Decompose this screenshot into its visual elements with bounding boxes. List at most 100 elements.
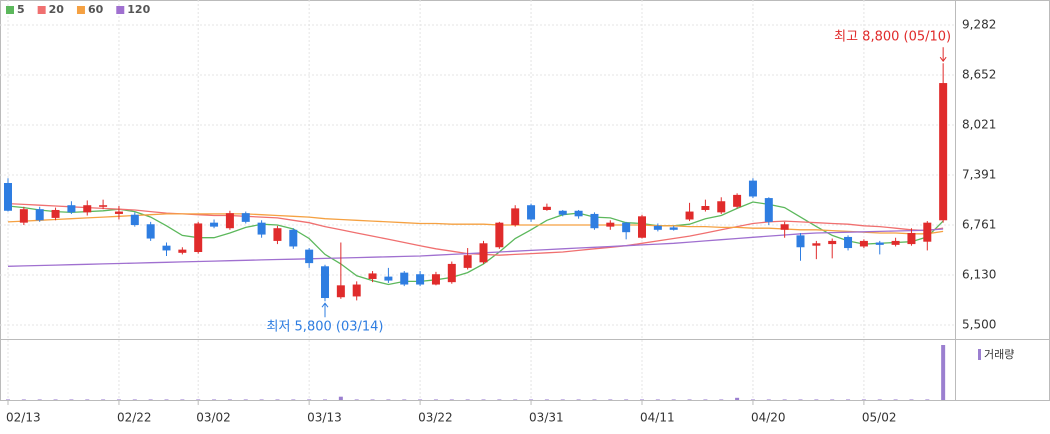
volume-bar bbox=[592, 399, 597, 400]
legend-swatch bbox=[6, 6, 14, 14]
volume-bar bbox=[148, 399, 153, 400]
x-tick-label: 03/02 bbox=[196, 411, 231, 425]
volume-bar bbox=[782, 399, 787, 400]
candle-body bbox=[178, 249, 187, 253]
volume-bar bbox=[354, 399, 359, 400]
legend-swatch bbox=[978, 349, 981, 360]
volume-bar bbox=[687, 399, 692, 400]
y-tick-label: 7,391 bbox=[962, 167, 996, 181]
candle-body bbox=[907, 232, 916, 245]
candle-body bbox=[622, 222, 631, 233]
volume-bar bbox=[719, 399, 724, 400]
legend-swatch bbox=[76, 6, 85, 14]
candle-body bbox=[416, 274, 425, 285]
volume-bar bbox=[814, 399, 819, 400]
volume-bar bbox=[893, 399, 898, 400]
candle-body bbox=[495, 222, 504, 248]
ma-line bbox=[7, 202, 944, 256]
volume-bar bbox=[941, 345, 946, 400]
legend-label: 60 bbox=[88, 3, 104, 16]
candle-body bbox=[828, 240, 837, 245]
legend-label: 5 bbox=[17, 3, 25, 16]
volume-bar bbox=[227, 399, 232, 400]
volume-bar bbox=[69, 399, 74, 400]
volume-bar bbox=[560, 399, 565, 400]
volume-bar bbox=[624, 399, 629, 400]
candle-body bbox=[400, 272, 409, 285]
volume-bar bbox=[21, 399, 26, 400]
y-tick-label: 9,282 bbox=[962, 17, 996, 31]
volume-bar bbox=[877, 399, 882, 400]
candle-body bbox=[859, 240, 868, 247]
candle-body bbox=[527, 205, 536, 220]
x-tick-label: 04/20 bbox=[751, 411, 786, 425]
candle-body bbox=[321, 266, 329, 299]
volume-bar bbox=[909, 399, 914, 400]
candle-body bbox=[574, 210, 583, 217]
candle-body bbox=[606, 222, 615, 227]
candle-body bbox=[717, 201, 726, 213]
candle-body bbox=[146, 224, 155, 239]
candle-body bbox=[289, 229, 298, 247]
candle-body bbox=[51, 209, 60, 218]
legend-swatch bbox=[37, 6, 46, 14]
volume-bar bbox=[164, 399, 169, 400]
volume-bar bbox=[465, 399, 470, 400]
candle-body bbox=[210, 222, 219, 227]
volume-bar bbox=[53, 399, 58, 400]
candle-body bbox=[225, 213, 234, 229]
volume-bar bbox=[846, 399, 851, 400]
volume-bar bbox=[861, 399, 866, 400]
candle-body bbox=[336, 285, 345, 298]
candle-body bbox=[352, 284, 361, 297]
volume-bar bbox=[735, 397, 740, 400]
candle-body bbox=[764, 198, 773, 222]
volume-bar bbox=[608, 399, 613, 400]
volume-bar bbox=[671, 399, 676, 400]
volume-bar bbox=[291, 399, 296, 400]
volume-bar bbox=[766, 399, 771, 400]
candle-body bbox=[558, 210, 567, 215]
volume-bar bbox=[132, 399, 137, 400]
x-tick-label: 03/13 bbox=[307, 411, 342, 425]
volume-bar bbox=[37, 399, 42, 400]
volume-bar bbox=[830, 399, 835, 400]
y-tick-label: 6,761 bbox=[962, 217, 996, 231]
candle-body bbox=[67, 205, 76, 213]
legend-swatch bbox=[116, 6, 125, 14]
volume-bar bbox=[449, 399, 454, 400]
legend-label: 120 bbox=[127, 3, 150, 16]
candle-body bbox=[939, 83, 948, 221]
candle-body bbox=[701, 206, 710, 210]
candle-body bbox=[447, 263, 456, 283]
candle-body bbox=[257, 222, 266, 235]
volume-bar bbox=[925, 399, 930, 400]
volume-bar bbox=[307, 399, 312, 400]
volume-bar bbox=[101, 399, 106, 400]
candle-body bbox=[653, 225, 662, 230]
volume-bar bbox=[433, 399, 438, 400]
candle-body bbox=[162, 245, 171, 251]
y-tick-label: 8,652 bbox=[962, 67, 996, 81]
candle-body bbox=[479, 243, 488, 263]
volume-bar bbox=[402, 399, 407, 400]
candle-body bbox=[241, 213, 250, 222]
volume-bar bbox=[85, 399, 90, 400]
y-tick-label: 5,500 bbox=[962, 317, 996, 331]
volume-bar bbox=[703, 399, 708, 400]
candle-body bbox=[748, 180, 757, 197]
candle-body bbox=[542, 206, 551, 210]
y-tick-label: 6,130 bbox=[962, 268, 996, 282]
volume-bar bbox=[386, 399, 391, 400]
volume-bar bbox=[418, 399, 423, 400]
volume-bar bbox=[529, 399, 534, 400]
volume-bar bbox=[323, 399, 327, 400]
candle-body bbox=[812, 243, 821, 246]
volume-bar bbox=[196, 399, 201, 400]
volume-bar bbox=[6, 399, 10, 400]
volume-bar bbox=[338, 396, 343, 400]
candle-body bbox=[733, 194, 742, 207]
frame bbox=[0, 0, 1050, 401]
candle-body bbox=[368, 273, 377, 279]
